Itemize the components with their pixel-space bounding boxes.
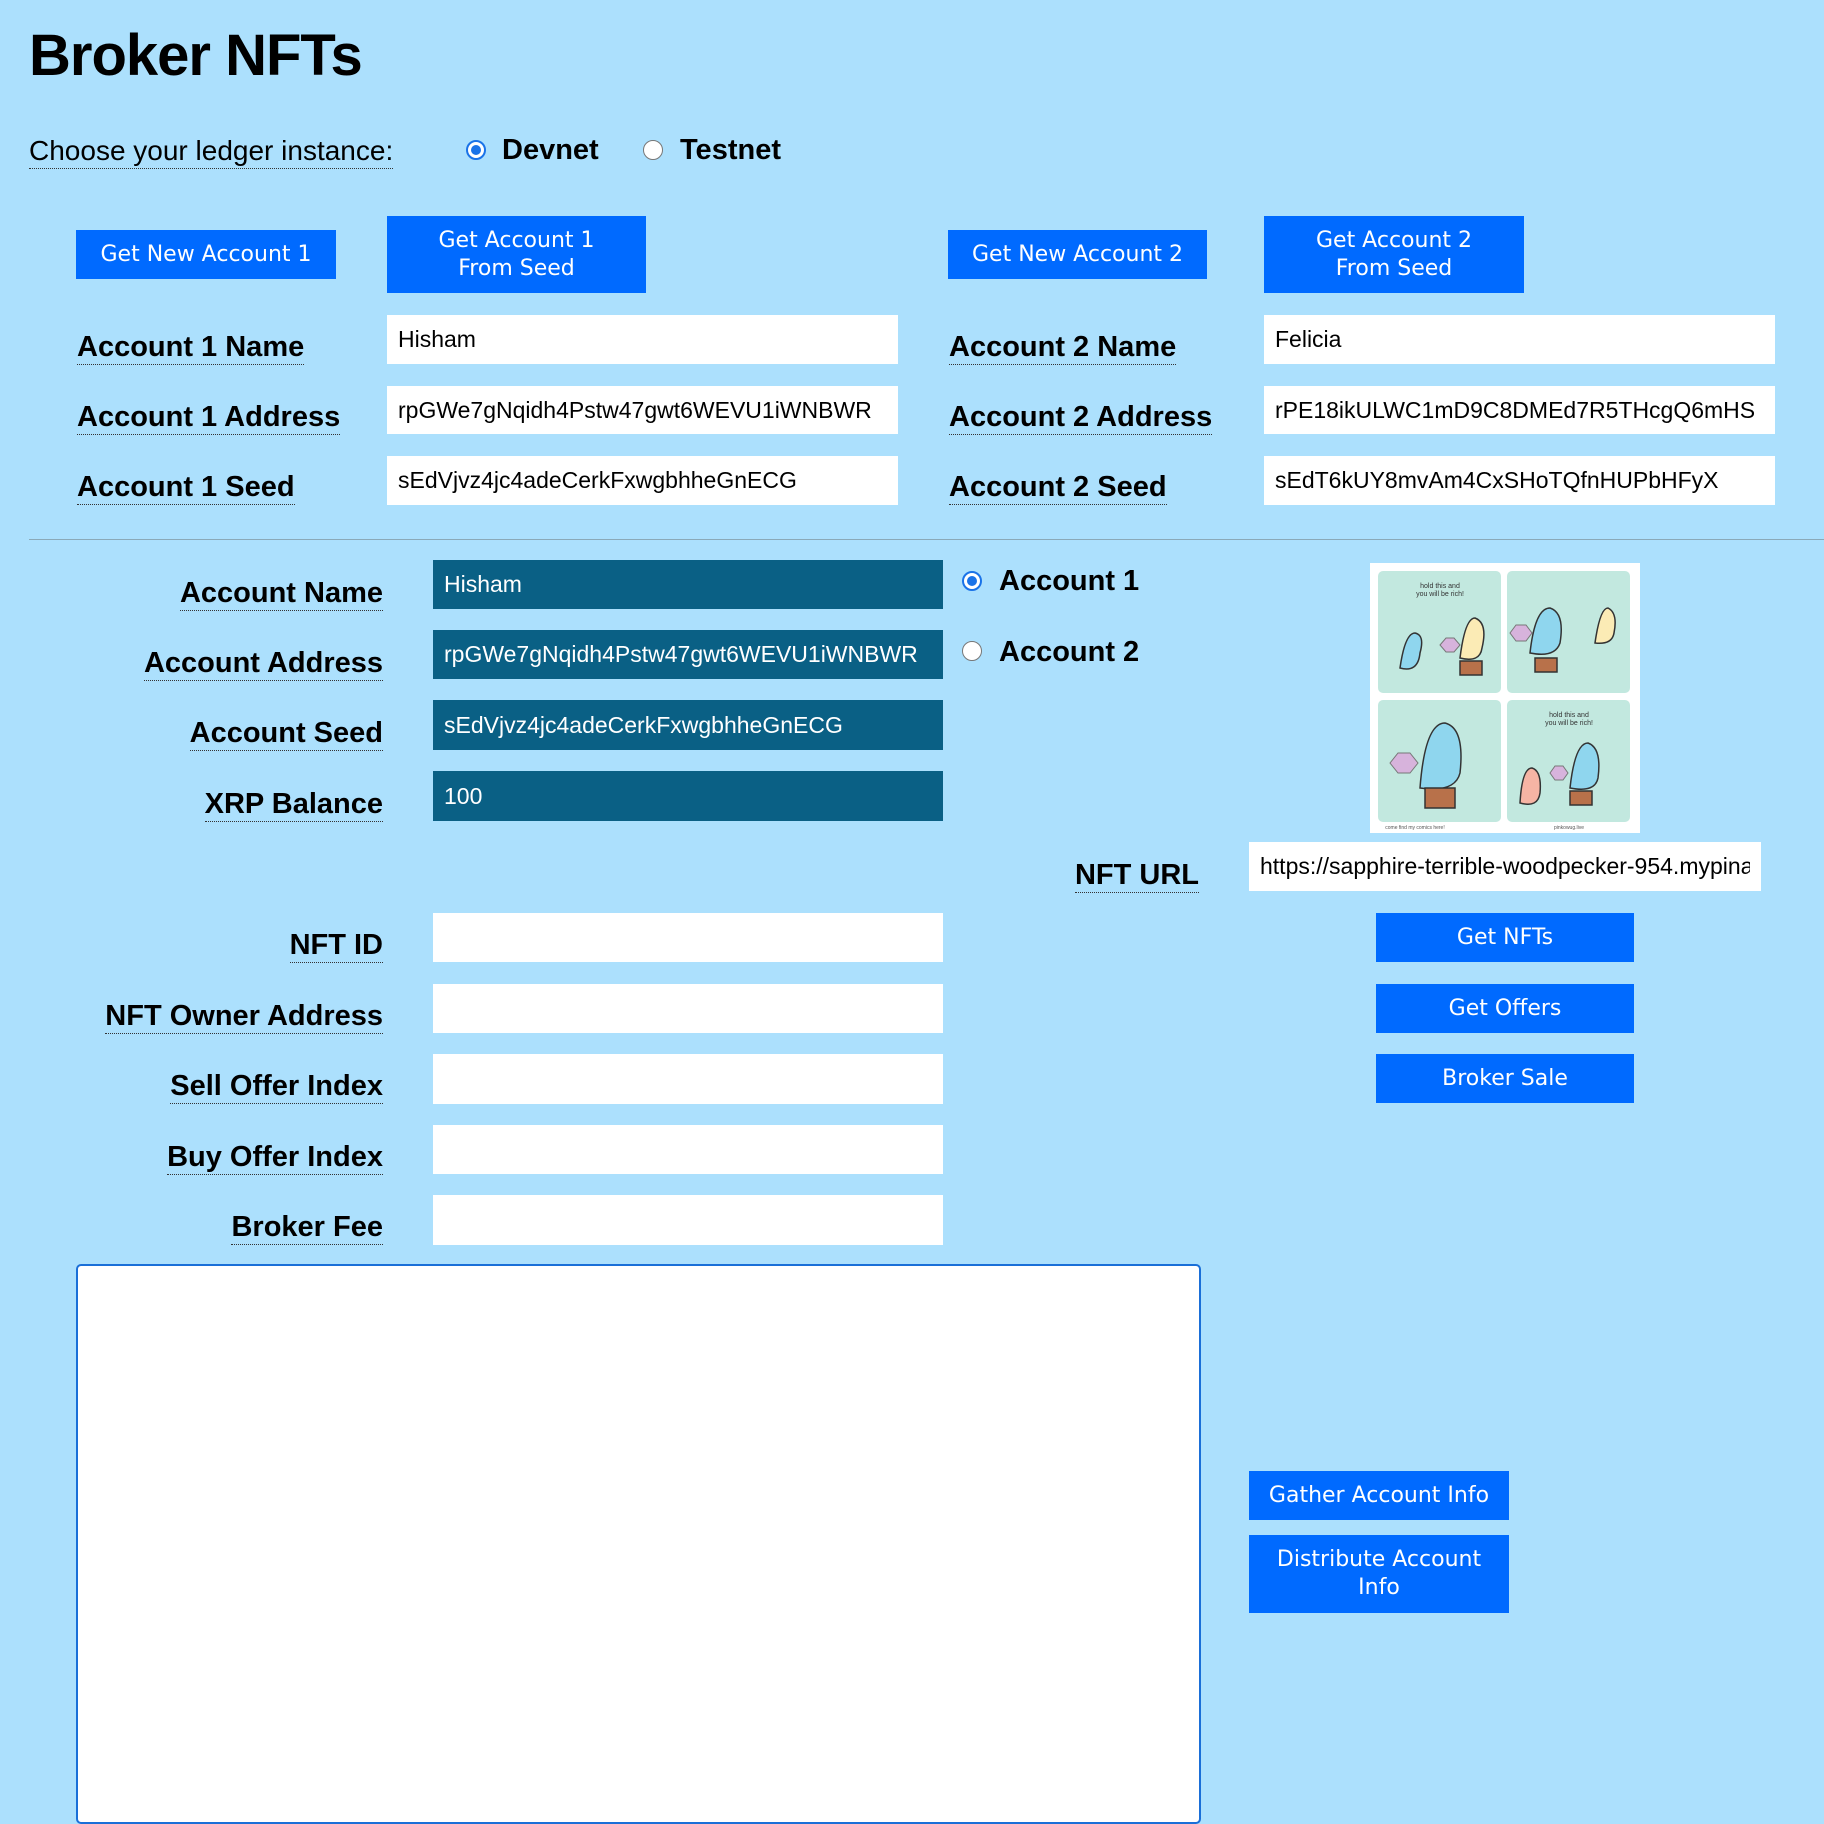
account-address-label: Account Address <box>143 647 383 681</box>
get-account-2-from-seed-button[interactable]: Get Account 2 From Seed <box>1264 216 1524 293</box>
devnet-label[interactable]: Devnet <box>502 134 599 166</box>
account-name-label: Account Name <box>179 577 383 611</box>
account-1-seed-input[interactable] <box>387 456 898 505</box>
nft-owner-address-input[interactable] <box>433 984 943 1033</box>
nft-url-input[interactable] <box>1249 842 1761 891</box>
account-1-radio-label[interactable]: Account 1 <box>999 565 1140 597</box>
get-account-1-from-seed-button[interactable]: Get Account 1 From Seed <box>387 216 646 293</box>
image-footer-left: come find my comics here! <box>1385 825 1444 831</box>
account-address-input[interactable] <box>433 630 943 679</box>
account-1-name-input[interactable] <box>387 315 898 364</box>
distribute-account-info-button[interactable]: Distribute Account Info <box>1249 1535 1509 1613</box>
divider <box>29 539 1824 540</box>
get-new-account-2-button[interactable]: Get New Account 2 <box>948 230 1207 279</box>
broker-fee-label: Broker Fee <box>231 1211 383 1245</box>
page-title: Broker NFTs <box>29 23 363 88</box>
nft-url-label: NFT URL <box>1074 859 1199 893</box>
nft-image: hold this and you will be rich! hold thi… <box>1370 563 1640 833</box>
account-2-radio-label[interactable]: Account 2 <box>999 636 1140 668</box>
account-2-radio[interactable] <box>962 641 982 661</box>
account-2-address-label: Account 2 Address <box>949 401 1213 435</box>
account-2-seed-input[interactable] <box>1264 456 1775 505</box>
xrp-balance-label: XRP Balance <box>204 788 383 822</box>
account-1-radio[interactable] <box>962 571 982 591</box>
testnet-radio[interactable] <box>643 140 663 160</box>
sell-offer-index-input[interactable] <box>433 1054 943 1104</box>
nft-owner-address-label: NFT Owner Address <box>105 1000 383 1034</box>
account-1-name-label: Account 1 Name <box>77 331 305 365</box>
get-new-account-1-button[interactable]: Get New Account 1 <box>76 230 336 279</box>
buy-offer-index-label: Buy Offer Index <box>167 1141 383 1175</box>
gather-account-info-button[interactable]: Gather Account Info <box>1249 1471 1509 1520</box>
nft-id-label: NFT ID <box>289 929 383 963</box>
testnet-label[interactable]: Testnet <box>680 134 781 166</box>
account-1-address-label: Account 1 Address <box>77 401 341 435</box>
account-1-seed-label: Account 1 Seed <box>77 471 295 505</box>
speech-line-1b: hold this and <box>1549 712 1589 719</box>
account-1-address-input[interactable] <box>387 386 898 434</box>
xrp-balance-input[interactable] <box>433 771 943 821</box>
account-2-name-label: Account 2 Name <box>949 331 1177 365</box>
nft-id-input[interactable] <box>433 913 943 962</box>
account-2-address-input[interactable] <box>1264 386 1775 434</box>
broker-sale-button[interactable]: Broker Sale <box>1376 1054 1634 1103</box>
account-name-input[interactable] <box>433 560 943 609</box>
devnet-radio[interactable] <box>466 140 486 160</box>
buy-offer-index-input[interactable] <box>433 1125 943 1174</box>
account-seed-label: Account Seed <box>189 717 383 751</box>
speech-line-1: hold this and <box>1420 583 1460 590</box>
sell-offer-index-label: Sell Offer Index <box>170 1070 383 1104</box>
account-2-name-input[interactable] <box>1264 315 1775 364</box>
broker-fee-input[interactable] <box>433 1195 943 1245</box>
get-nfts-button[interactable]: Get NFTs <box>1376 913 1634 962</box>
results-textarea[interactable] <box>76 1264 1201 1824</box>
ledger-label: Choose your ledger instance: <box>29 134 394 169</box>
speech-line-2: you will be rich! <box>1416 591 1464 598</box>
account-2-seed-label: Account 2 Seed <box>949 471 1167 505</box>
account-seed-input[interactable] <box>433 700 943 750</box>
speech-line-2b: you will be rich! <box>1545 720 1593 727</box>
image-footer-right: pinkowug.live <box>1554 825 1584 831</box>
get-offers-button[interactable]: Get Offers <box>1376 984 1634 1033</box>
